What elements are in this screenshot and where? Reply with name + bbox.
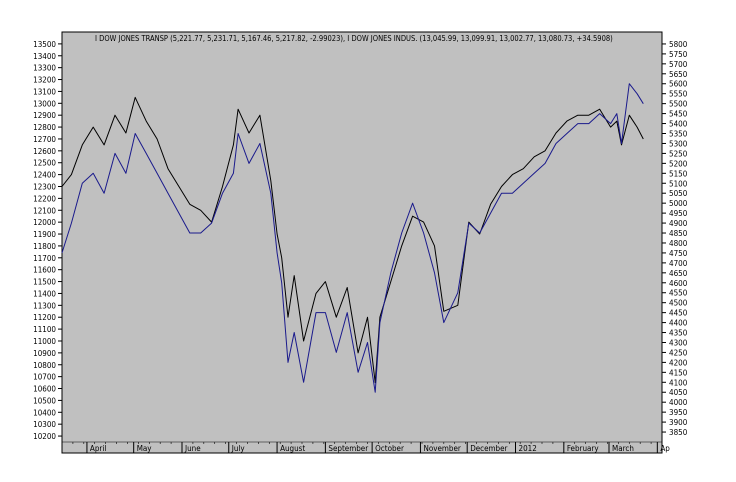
- x-axis: April May June July August September October No…: [61, 441, 670, 453]
- left-tick-label: 11400: [33, 289, 56, 298]
- left-axis: 10200 10300 10400 10500 10600 10700 10800 10900…: [33, 40, 62, 441]
- left-tick-label: 10800: [33, 361, 56, 370]
- left-tick-label: 13100: [33, 87, 56, 96]
- right-tick-label: 5250: [669, 149, 688, 158]
- x-tick-label: 2012: [519, 444, 537, 453]
- right-tick-label: 5100: [669, 179, 688, 188]
- right-tick-label: 3850: [669, 428, 688, 437]
- right-tick-label: 4300: [669, 338, 688, 347]
- series-layer: [61, 83, 644, 393]
- right-tick-label: 4600: [669, 279, 688, 288]
- right-tick-label: 5450: [669, 110, 688, 119]
- right-tick-label: 5800: [669, 40, 688, 49]
- left-tick-label: 10900: [33, 349, 56, 358]
- left-tick-label: 12600: [33, 147, 56, 156]
- right-tick-label: 4900: [669, 219, 688, 228]
- right-tick-label: 3900: [669, 418, 688, 427]
- chart-legend: I DOW JONES TRANSP (5,221.77, 5,231.71, …: [95, 34, 613, 43]
- series-line-dow-jones-indus: [61, 96, 644, 384]
- right-tick-label: 4200: [669, 358, 688, 367]
- x-tick-label: April: [90, 444, 106, 453]
- right-tick-label: 5050: [669, 189, 688, 198]
- left-tick-label: 10500: [33, 396, 56, 405]
- right-tick-label: 4500: [669, 299, 688, 308]
- right-tick-label: 5350: [669, 130, 688, 139]
- left-tick-label: 12700: [33, 135, 56, 144]
- x-tick-label: Ap: [660, 444, 670, 453]
- right-tick-label: 5000: [669, 199, 688, 208]
- left-tick-label: 12300: [33, 182, 56, 191]
- left-tick-label: 13500: [33, 40, 56, 49]
- right-tick-label: 4250: [669, 348, 688, 357]
- series-line-dow-jones-transp: [61, 83, 644, 393]
- right-tick-label: 5300: [669, 139, 688, 148]
- right-tick-label: 4000: [669, 398, 688, 407]
- left-tick-label: 10300: [33, 420, 56, 429]
- right-tick-label: 4550: [669, 289, 688, 298]
- right-tick-label: 5750: [669, 50, 688, 59]
- left-tick-label: 12200: [33, 194, 56, 203]
- right-tick-label: 4650: [669, 269, 688, 278]
- left-tick-label: 11800: [33, 242, 56, 251]
- plot-area: [62, 32, 662, 453]
- x-tick-label: October: [375, 444, 404, 453]
- right-tick-label: 4750: [669, 249, 688, 258]
- x-tick-label: November: [423, 444, 460, 453]
- right-tick-label: 5600: [669, 80, 688, 89]
- left-tick-label: 10400: [33, 408, 56, 417]
- left-tick-label: 13400: [33, 52, 56, 61]
- x-tick-label: July: [231, 444, 246, 453]
- right-tick-label: 5650: [669, 70, 688, 79]
- right-tick-label: 5400: [669, 120, 688, 129]
- x-tick-label: August: [280, 444, 305, 453]
- left-tick-label: 13300: [33, 64, 56, 73]
- left-tick-label: 13200: [33, 76, 56, 85]
- x-tick-label: February: [567, 444, 600, 453]
- right-tick-label: 4450: [669, 309, 688, 318]
- x-tick-label: September: [328, 444, 368, 453]
- left-tick-label: 11100: [33, 325, 56, 334]
- x-tick-label: June: [184, 444, 201, 453]
- right-tick-label: 5150: [669, 169, 688, 178]
- x-tick-label: December: [470, 444, 507, 453]
- left-tick-label: 13000: [33, 99, 56, 108]
- left-tick-label: 10600: [33, 385, 56, 394]
- left-tick-label: 11200: [33, 313, 56, 322]
- left-tick-label: 12500: [33, 159, 56, 168]
- right-tick-label: 4850: [669, 229, 688, 238]
- left-tick-label: 11700: [33, 254, 56, 263]
- x-tick-label: May: [137, 444, 153, 453]
- left-tick-label: 12000: [33, 218, 56, 227]
- left-tick-label: 10700: [33, 373, 56, 382]
- right-tick-label: 4950: [669, 209, 688, 218]
- right-axis: 3850390039504000405041004150420042504300…: [662, 40, 688, 437]
- left-tick-label: 12800: [33, 123, 56, 132]
- right-tick-label: 4150: [669, 368, 688, 377]
- right-tick-label: 4350: [669, 329, 688, 338]
- right-tick-label: 4800: [669, 239, 688, 248]
- right-tick-label: 4400: [669, 319, 688, 328]
- left-tick-label: 12900: [33, 111, 56, 120]
- left-tick-label: 11500: [33, 278, 56, 287]
- right-tick-label: 4050: [669, 388, 688, 397]
- left-tick-label: 11000: [33, 337, 56, 346]
- left-tick-label: 11600: [33, 266, 56, 275]
- left-tick-label: 10200: [33, 432, 56, 441]
- right-tick-label: 4100: [669, 378, 688, 387]
- left-tick-label: 12100: [33, 206, 56, 215]
- left-tick-label: 11300: [33, 301, 56, 310]
- left-tick-label: 11900: [33, 230, 56, 239]
- right-tick-label: 3950: [669, 408, 688, 417]
- right-tick-label: 5200: [669, 159, 688, 168]
- right-tick-label: 4700: [669, 259, 688, 268]
- left-tick-label: 12400: [33, 171, 56, 180]
- right-tick-label: 5500: [669, 100, 688, 109]
- right-tick-label: 5700: [669, 60, 688, 69]
- right-tick-label: 5550: [669, 90, 688, 99]
- x-tick-label: March: [612, 444, 634, 453]
